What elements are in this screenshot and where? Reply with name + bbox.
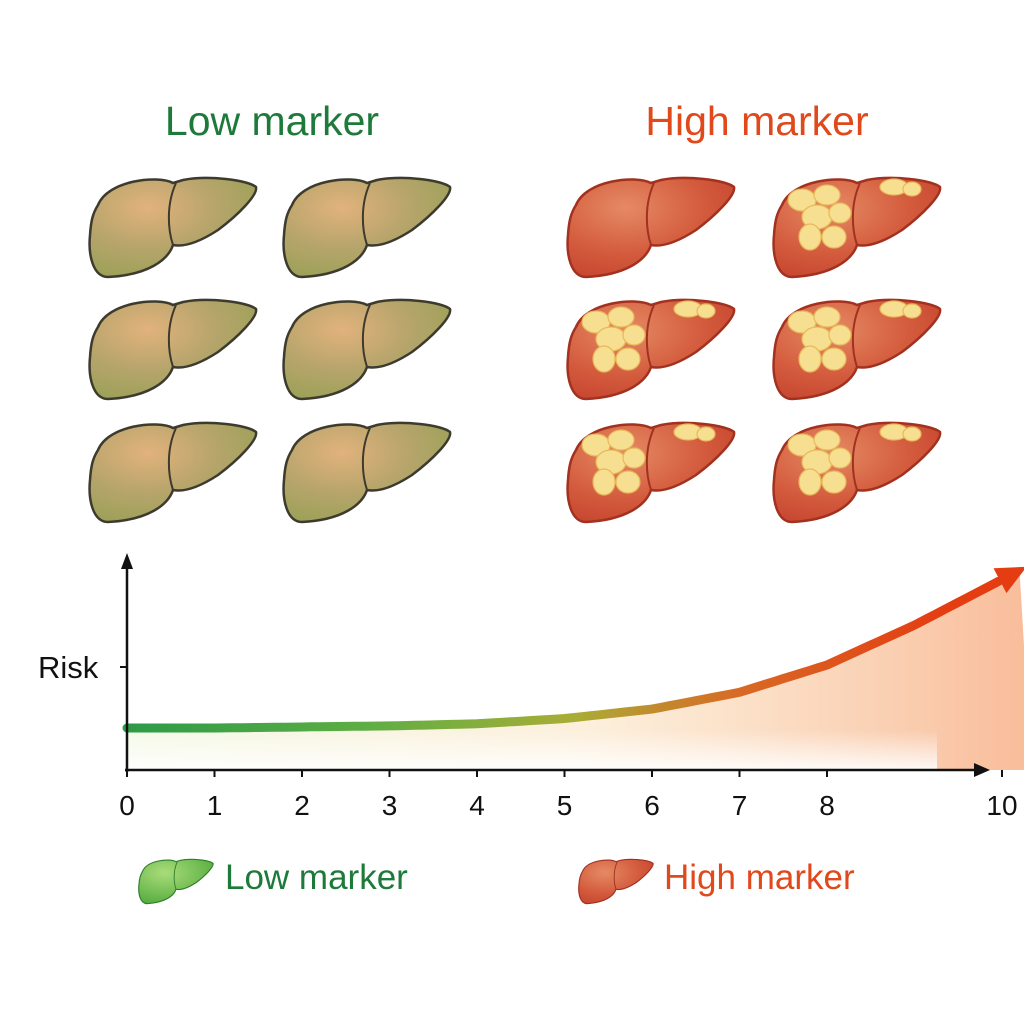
x-tick-label: 10 bbox=[986, 790, 1017, 821]
risk-chart: Risk 0 1 2 3 4 5 6 7 8 10 bbox=[38, 553, 1024, 821]
liver-fatty bbox=[772, 298, 942, 401]
fat-deposit bbox=[615, 470, 641, 494]
liver-healthy bbox=[88, 421, 258, 524]
fat-deposit bbox=[622, 324, 646, 346]
x-ticks: 0 1 2 3 4 5 6 7 8 10 bbox=[119, 770, 1018, 821]
fat-deposit bbox=[592, 345, 616, 373]
high-marker-liver-grid bbox=[566, 176, 942, 524]
fat-deposit bbox=[813, 184, 841, 206]
liver-fatty bbox=[566, 421, 736, 524]
fat-deposit bbox=[902, 426, 922, 442]
fat-deposit bbox=[615, 347, 641, 371]
fat-deposit bbox=[821, 470, 847, 494]
fat-deposit bbox=[798, 345, 822, 373]
x-tick-label: 4 bbox=[469, 790, 485, 821]
liver-fatty bbox=[772, 421, 942, 524]
fat-deposit bbox=[607, 306, 635, 328]
fat-deposit bbox=[813, 306, 841, 328]
legend-low-marker: Low marker bbox=[225, 858, 408, 897]
fat-deposit bbox=[821, 347, 847, 371]
x-tick-label: 5 bbox=[557, 790, 573, 821]
high-marker-title: High marker bbox=[645, 98, 869, 144]
legend-high-liver-icon bbox=[578, 858, 654, 905]
liver-fatty bbox=[566, 298, 736, 401]
fat-deposit bbox=[902, 181, 922, 197]
x-tick-label: 1 bbox=[207, 790, 223, 821]
legend-high-marker: High marker bbox=[664, 858, 855, 897]
fat-deposit bbox=[798, 223, 822, 251]
x-tick-label: 6 bbox=[644, 790, 660, 821]
x-tick-label: 3 bbox=[382, 790, 398, 821]
fat-deposit bbox=[622, 447, 646, 469]
fat-deposit bbox=[821, 225, 847, 249]
fat-deposit bbox=[828, 202, 852, 224]
low-marker-title: Low marker bbox=[164, 98, 380, 144]
fat-deposit bbox=[902, 303, 922, 319]
x-tick-label: 7 bbox=[732, 790, 748, 821]
risk-curve bbox=[122, 576, 1003, 733]
x-axis-arrow bbox=[974, 763, 990, 777]
liver-inflamed bbox=[566, 176, 736, 279]
risk-area-fill bbox=[127, 570, 1024, 770]
liver-healthy bbox=[88, 298, 258, 401]
y-axis-label: Risk bbox=[38, 650, 99, 685]
fat-deposit bbox=[828, 324, 852, 346]
liver-healthy bbox=[282, 298, 452, 401]
liver-healthy bbox=[282, 421, 452, 524]
fat-deposit bbox=[607, 429, 635, 451]
liver-healthy bbox=[88, 176, 258, 279]
fat-deposit bbox=[798, 468, 822, 496]
y-axis-arrow bbox=[121, 553, 133, 569]
low-marker-liver-grid bbox=[88, 176, 452, 524]
fat-deposit bbox=[828, 447, 852, 469]
fat-deposit bbox=[592, 468, 616, 496]
liver-healthy bbox=[282, 176, 452, 279]
x-tick-label: 2 bbox=[294, 790, 310, 821]
x-tick-label: 0 bbox=[119, 790, 135, 821]
liver-fatty bbox=[772, 176, 942, 279]
fat-deposit bbox=[813, 429, 841, 451]
fat-deposit bbox=[696, 426, 716, 442]
x-tick-label: 8 bbox=[819, 790, 835, 821]
area-fade bbox=[127, 730, 937, 770]
legend-low-liver-icon bbox=[138, 858, 214, 905]
risk-curve-arrowhead bbox=[993, 566, 1024, 594]
fat-deposit bbox=[696, 303, 716, 319]
